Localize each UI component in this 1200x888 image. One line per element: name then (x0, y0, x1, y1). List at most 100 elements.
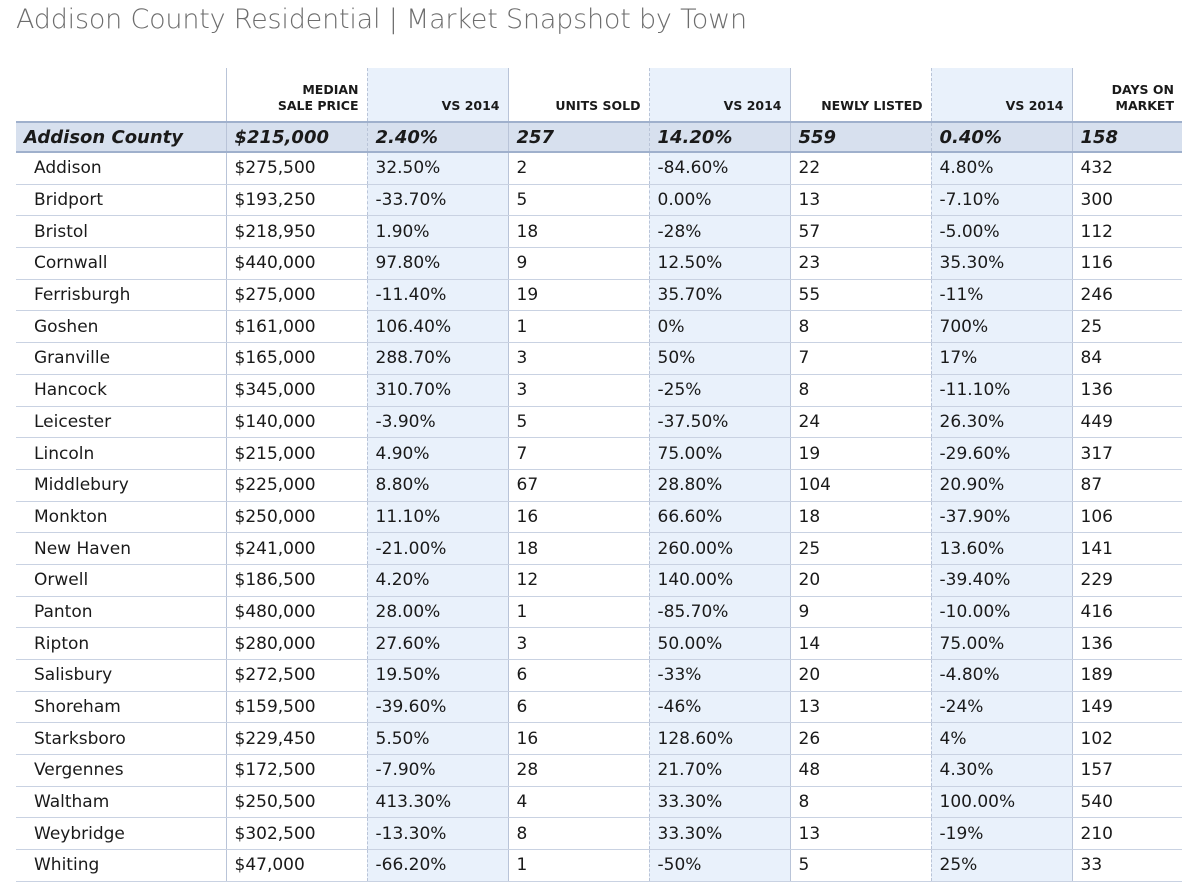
town-cell: Monkton (16, 501, 226, 534)
days-on-market-cell: 106 (1071, 501, 1182, 534)
price-change-cell: 1.90% (366, 215, 508, 249)
price-change-cell: -33.70% (366, 184, 508, 217)
days-on-market-cell: 317 (1071, 437, 1182, 470)
units-change-cell: -46% (648, 691, 790, 724)
price-change-cell: -13.30% (366, 817, 508, 851)
days-on-market-cell: 87 (1071, 469, 1182, 502)
newly-listed-cell: 8 (789, 786, 931, 819)
listed-change-cell: 4.80% (930, 152, 1072, 185)
newly-listed-cell: 25 (789, 532, 931, 565)
town-cell: Waltham (16, 786, 226, 819)
newly-listed-cell: 14 (789, 627, 931, 660)
town-cell: Granville (16, 342, 226, 375)
units-change-cell: -28% (648, 215, 790, 249)
newly-listed-cell: 9 (789, 596, 931, 629)
table-row: Starksboro $229,450 5.50% 16 128.60% 26 4% 102 (16, 722, 1182, 756)
listed-change-cell: 13.60% (930, 532, 1072, 565)
header-row: MEDIAN SALE PRICE VS 2014 UNITS SOLD VS 2014… (16, 68, 1182, 123)
newly-listed-cell: 8 (789, 374, 931, 407)
town-cell: Bristol (16, 215, 226, 249)
table-row: Lincoln $215,000 4.90% 7 75.00% 19 -29.60% 317 (16, 437, 1182, 470)
median-price-cell: $225,000 (225, 469, 367, 502)
table-body: Addison County $215,000 2.40% 257 14.20% 559 0… (16, 122, 1182, 882)
table-row: Orwell $186,500 4.20% 12 140.00% 20 -39.40% 229 (16, 564, 1182, 597)
median-price-cell: $172,500 (225, 754, 367, 787)
days-on-market-cell: 189 (1071, 659, 1182, 692)
table-row: Addison $275,500 32.50% 2 -84.60% 22 4.80% 432 (16, 152, 1182, 185)
median-price-cell: $272,500 (225, 659, 367, 692)
price-change-cell: -7.90% (366, 754, 508, 787)
town-cell: Middlebury (16, 469, 226, 502)
town-cell: Starksboro (16, 722, 226, 756)
units-change-cell: 140.00% (648, 564, 790, 597)
days-on-market-cell: 25 (1071, 310, 1182, 344)
units-sold-cell: 2 (507, 152, 649, 185)
units-sold-cell: 18 (507, 532, 649, 565)
table-row: Weybridge $302,500 -13.30% 8 33.30% 13 -19% 210 (16, 817, 1182, 851)
header-newly-listed: NEWLY LISTED (789, 68, 931, 123)
median-price-cell: $345,000 (225, 374, 367, 407)
price-change-cell: 413.30% (366, 786, 508, 819)
median-price-cell: $193,250 (225, 184, 367, 217)
price-change-cell: -11.40% (366, 279, 508, 312)
listed-change-cell: 0.40% (930, 122, 1072, 153)
units-change-cell: -84.60% (648, 152, 790, 185)
newly-listed-cell: 13 (789, 691, 931, 724)
days-on-market-cell: 300 (1071, 184, 1182, 217)
town-cell: Goshen (16, 310, 226, 344)
units-change-cell: 28.80% (648, 469, 790, 502)
units-change-cell: 21.70% (648, 754, 790, 787)
units-change-cell: 0% (648, 310, 790, 344)
newly-listed-cell: 19 (789, 437, 931, 470)
units-change-cell: 14.20% (648, 122, 790, 153)
table-row: Bristol $218,950 1.90% 18 -28% 57 -5.00% 112 (16, 215, 1182, 249)
units-sold-cell: 16 (507, 722, 649, 756)
table-row: Waltham $250,500 413.30% 4 33.30% 8 100.00% 540 (16, 786, 1182, 819)
median-price-cell: $280,000 (225, 627, 367, 660)
units-sold-cell: 257 (507, 122, 649, 153)
header-town (16, 68, 226, 123)
days-on-market-cell: 112 (1071, 215, 1182, 249)
listed-change-cell: -29.60% (930, 437, 1072, 470)
town-cell: Lincoln (16, 437, 226, 470)
days-on-market-cell: 136 (1071, 374, 1182, 407)
listed-change-cell: -7.10% (930, 184, 1072, 217)
town-cell: Addison (16, 152, 226, 185)
newly-listed-cell: 13 (789, 817, 931, 851)
town-cell: Hancock (16, 374, 226, 407)
listed-change-cell: -11.10% (930, 374, 1072, 407)
header-label: UNITS SOLD (555, 98, 641, 113)
listed-change-cell: 26.30% (930, 406, 1072, 439)
median-price-cell: $186,500 (225, 564, 367, 597)
table-row: Leicester $140,000 -3.90% 5 -37.50% 24 26.30% 4… (16, 406, 1182, 439)
town-cell: New Haven (16, 532, 226, 565)
units-sold-cell: 3 (507, 342, 649, 375)
median-price-cell: $140,000 (225, 406, 367, 439)
median-price-cell: $241,000 (225, 532, 367, 565)
table-row: Whiting $47,000 -66.20% 1 -50% 5 25% 33 (16, 849, 1182, 882)
table-row: Cornwall $440,000 97.80% 9 12.50% 23 35.30% 116 (16, 247, 1182, 280)
newly-listed-cell: 7 (789, 342, 931, 375)
town-cell: Ripton (16, 627, 226, 660)
median-price-cell: $161,000 (225, 310, 367, 344)
listed-change-cell: 35.30% (930, 247, 1072, 280)
units-change-cell: 12.50% (648, 247, 790, 280)
units-change-cell: 260.00% (648, 532, 790, 565)
town-cell: Cornwall (16, 247, 226, 280)
median-price-cell: $215,000 (225, 122, 367, 153)
newly-listed-cell: 13 (789, 184, 931, 217)
price-change-cell: 2.40% (366, 122, 508, 153)
listed-change-cell: -24% (930, 691, 1072, 724)
price-change-cell: 27.60% (366, 627, 508, 660)
days-on-market-cell: 432 (1071, 152, 1182, 185)
town-cell: Vergennes (16, 754, 226, 787)
price-change-cell: 97.80% (366, 247, 508, 280)
newly-listed-cell: 55 (789, 279, 931, 312)
table-row: Ferrisburgh $275,000 -11.40% 19 35.70% 55 -11%… (16, 279, 1182, 312)
units-sold-cell: 6 (507, 659, 649, 692)
median-price-cell: $47,000 (225, 849, 367, 882)
newly-listed-cell: 23 (789, 247, 931, 280)
price-change-cell: 310.70% (366, 374, 508, 407)
days-on-market-cell: 116 (1071, 247, 1182, 280)
units-sold-cell: 5 (507, 406, 649, 439)
